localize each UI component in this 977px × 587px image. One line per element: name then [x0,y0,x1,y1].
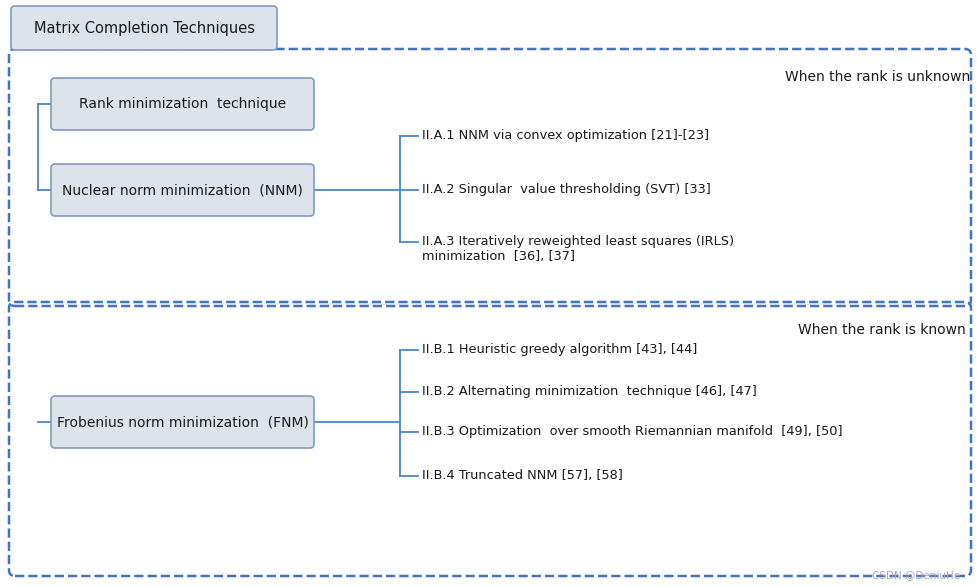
FancyBboxPatch shape [51,396,314,448]
Text: II.B.3 Optimization  over smooth Riemannian manifold  [49], [50]: II.B.3 Optimization over smooth Riemanni… [421,426,842,438]
FancyBboxPatch shape [51,164,314,216]
Text: Rank minimization  technique: Rank minimization technique [79,97,285,111]
Text: II.B.4 Truncated NNM [57], [58]: II.B.4 Truncated NNM [57], [58] [421,470,622,483]
Text: II.B.1 Heuristic greedy algorithm [43], [44]: II.B.1 Heuristic greedy algorithm [43], … [421,343,697,356]
Text: Matrix Completion Techniques: Matrix Completion Techniques [33,21,254,35]
Text: II.A.1 NNM via convex optimization [21]-[23]: II.A.1 NNM via convex optimization [21]-… [421,130,708,143]
FancyBboxPatch shape [51,78,314,130]
Text: When the rank is unknown: When the rank is unknown [785,70,969,84]
FancyBboxPatch shape [11,6,276,50]
Text: Nuclear norm minimization  (NNM): Nuclear norm minimization (NNM) [62,183,303,197]
Text: minimization  [36], [37]: minimization [36], [37] [421,250,574,263]
Text: Frobenius norm minimization  (FNM): Frobenius norm minimization (FNM) [57,415,308,429]
Text: When the rank is known: When the rank is known [797,323,964,337]
Text: CSDN @DeniuHe: CSDN @DeniuHe [871,570,959,580]
Text: II.A.3 Iteratively reweighted least squares (IRLS): II.A.3 Iteratively reweighted least squa… [421,235,734,248]
Text: II.B.2 Alternating minimization  technique [46], [47]: II.B.2 Alternating minimization techniqu… [421,386,756,399]
Text: II.A.2 Singular  value thresholding (SVT) [33]: II.A.2 Singular value thresholding (SVT)… [421,184,710,197]
